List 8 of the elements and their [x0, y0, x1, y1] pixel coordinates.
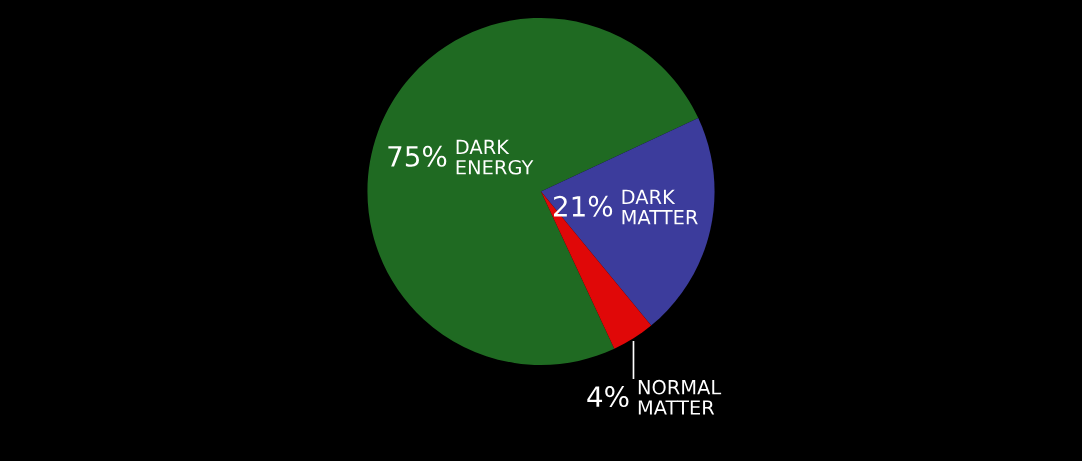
slice-label: DARK ENERGY — [456, 139, 534, 175]
data-label: 21% — [553, 195, 613, 217]
pie-slice — [367, 17, 699, 365]
slice-label: DARK MATTER — [622, 189, 698, 225]
data-label: 75% — [388, 145, 447, 167]
slice-label: NORMAL MATTER — [638, 379, 722, 415]
data-label: 4% — [587, 386, 629, 408]
pie-slice — [541, 118, 715, 326]
